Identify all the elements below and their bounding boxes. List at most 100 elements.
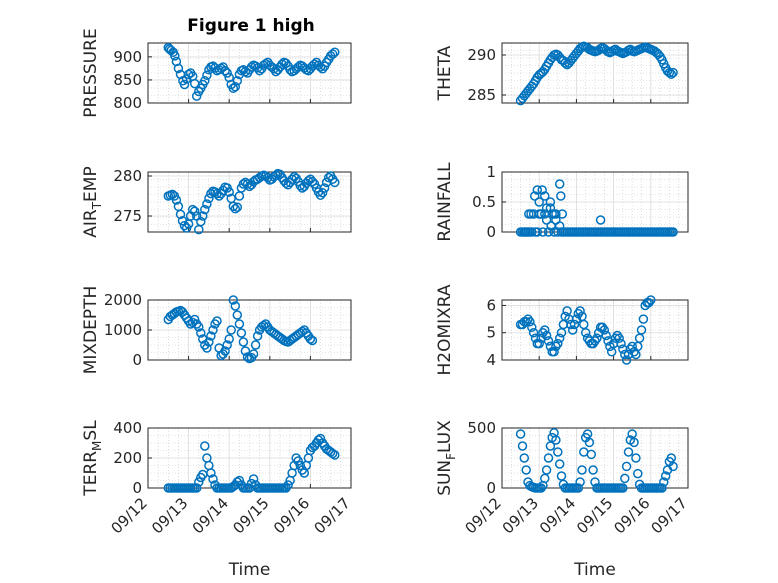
data-point — [543, 453, 554, 463]
data-point — [536, 483, 546, 493]
data-point — [551, 435, 561, 445]
data-point — [228, 201, 239, 212]
data-point — [627, 341, 637, 352]
data-point — [228, 83, 239, 93]
data-point — [553, 447, 563, 457]
data-point — [204, 337, 214, 347]
data-point — [295, 460, 306, 471]
x-tick-label: 09/15 — [573, 494, 616, 537]
data-point — [543, 336, 554, 346]
subplot-3: 275 280 AIRTEMP — [81, 166, 352, 238]
data-point — [527, 322, 537, 333]
axes-border — [147, 42, 352, 104]
data-point — [246, 62, 257, 72]
data-point — [616, 338, 626, 349]
data-point — [577, 465, 587, 475]
data-point — [541, 465, 552, 475]
data-point — [517, 441, 528, 451]
data-point — [170, 51, 180, 61]
data-point — [592, 333, 602, 343]
data-point — [554, 221, 565, 231]
y-axis-label: MIXDEPTH — [81, 286, 101, 375]
data-point — [327, 49, 338, 59]
data-point — [200, 441, 210, 451]
data-point — [293, 62, 303, 72]
y-tick-label: 0 — [486, 479, 496, 497]
x-tick-label: 09/17 — [648, 494, 691, 537]
axes-border — [147, 171, 352, 233]
data-point — [540, 191, 550, 201]
data-point — [230, 82, 241, 92]
data-point — [545, 441, 556, 451]
data-point — [529, 191, 540, 201]
data-point — [575, 306, 585, 316]
data-point — [204, 193, 214, 204]
data-point — [540, 473, 550, 484]
data-point — [234, 319, 245, 329]
x-tick-label: 09/14 — [536, 494, 579, 537]
data-point — [330, 47, 340, 57]
y-tick-label: 0 — [132, 479, 142, 497]
data-point — [567, 325, 578, 335]
data-point — [232, 310, 243, 320]
data-point — [556, 191, 566, 201]
data-point — [232, 76, 243, 86]
data-point — [315, 433, 326, 444]
data-point — [307, 176, 318, 187]
data-point — [307, 335, 318, 346]
y-axis-label: H2OMIXRA — [435, 284, 455, 375]
data-point — [179, 79, 190, 90]
data-point — [534, 197, 544, 207]
data-point — [293, 456, 303, 466]
y-tick-label: 0.5 — [472, 193, 496, 211]
axes-border — [501, 42, 689, 104]
y-tick-label: 200 — [113, 449, 142, 467]
data-point — [620, 473, 630, 484]
data-point — [202, 343, 212, 353]
data-point — [236, 328, 247, 338]
data-point — [528, 327, 539, 338]
data-point — [666, 453, 677, 463]
data-point — [580, 327, 591, 338]
data-point — [232, 202, 243, 212]
data-point — [287, 174, 297, 184]
data-point — [668, 461, 678, 472]
data-point — [330, 450, 340, 460]
y-tick-label: 280 — [113, 167, 142, 185]
data-point — [277, 59, 287, 69]
y-axis-label: TERRMSL — [81, 420, 104, 497]
data-point — [200, 204, 210, 215]
subplot-2: 285 290 THETA — [435, 41, 689, 106]
data-point — [599, 325, 610, 335]
data-point — [631, 453, 641, 463]
data-point — [541, 330, 552, 341]
data-point — [194, 477, 204, 487]
data-point — [173, 63, 184, 74]
data-point — [224, 334, 234, 344]
data-point — [330, 177, 340, 188]
data-point — [285, 65, 295, 75]
data-point — [220, 346, 230, 356]
y-tick-label: 290 — [467, 46, 496, 64]
data-point — [646, 295, 656, 305]
x-tick-label: 09/14 — [189, 494, 232, 537]
data-point — [629, 437, 639, 448]
data-point — [208, 325, 218, 335]
data-point — [584, 437, 595, 448]
data-point — [657, 483, 667, 493]
data-point — [281, 58, 291, 69]
data-point — [189, 206, 200, 216]
data-point — [545, 203, 556, 213]
data-point — [295, 180, 306, 191]
x-tick-label: 09/12 — [462, 494, 505, 537]
y-tick-label: 400 — [113, 419, 142, 437]
y-tick-label: 0 — [486, 223, 496, 241]
data-point — [582, 429, 593, 439]
data-point — [315, 62, 326, 72]
data-point — [200, 76, 210, 86]
data-point — [327, 448, 338, 459]
data-point — [553, 338, 563, 349]
y-axis-label: AIRTEMP — [81, 166, 104, 237]
y-axis-label: SUNFLUX — [435, 420, 458, 496]
data-point — [222, 68, 232, 78]
